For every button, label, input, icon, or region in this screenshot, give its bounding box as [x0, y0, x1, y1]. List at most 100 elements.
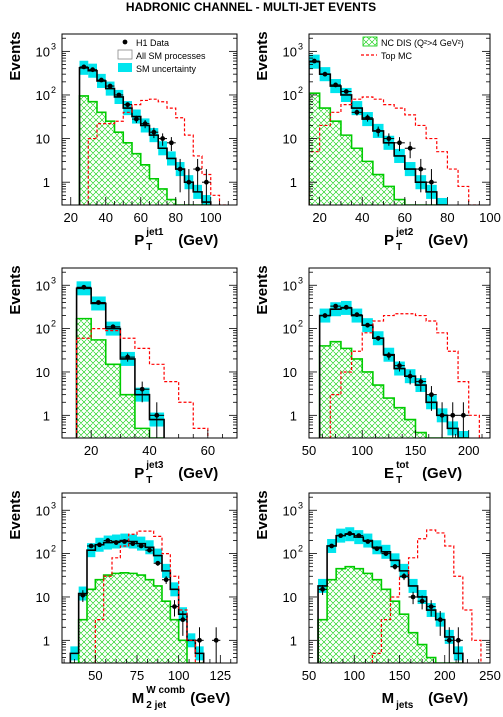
x-tick-label: 60	[201, 443, 215, 458]
x-axis-label-main: E	[384, 465, 394, 482]
data-point	[139, 386, 145, 392]
y-tick-label: 1	[290, 408, 297, 423]
data-point	[356, 533, 362, 539]
x-tick-label: 150	[405, 443, 427, 458]
y-tick-label-exponent: 3	[51, 500, 56, 510]
y-tick-label: 10	[283, 322, 297, 337]
data-point	[116, 92, 122, 98]
data-point	[428, 604, 434, 609]
y-tick-label-exponent: 3	[51, 41, 56, 51]
y-tick-label: 10	[283, 132, 297, 147]
nc-dis-line	[75, 317, 165, 438]
nc-dis-fill	[309, 93, 448, 205]
data-point	[386, 136, 392, 141]
legend-label-nc: NC DIS (Q²>4 GeV²)	[381, 38, 464, 48]
y-axis-label: Events	[7, 490, 24, 539]
legend-label-sm: All SM processes	[136, 51, 206, 61]
data-point	[343, 304, 349, 310]
data-point	[113, 540, 119, 545]
data-point	[168, 140, 174, 146]
y-tick-label-exponent: 3	[298, 500, 303, 510]
data-point	[172, 604, 177, 609]
y-tick-label: 10	[283, 44, 297, 59]
data-point	[338, 533, 344, 539]
x-tick-label: 60	[134, 210, 148, 225]
data-point	[450, 412, 456, 418]
x-axis-label-subscript: jets	[395, 700, 414, 711]
x-axis-label-superscript: jet1	[145, 227, 164, 238]
data-point	[322, 71, 328, 77]
y-tick-label: 10	[36, 278, 50, 293]
plot-area	[317, 527, 482, 663]
sm-uncertainty-bin	[436, 197, 448, 205]
data-point	[122, 539, 127, 544]
data-point	[407, 373, 413, 379]
data-point	[163, 577, 169, 583]
y-tick-label: 1	[43, 633, 50, 648]
data-point	[96, 300, 101, 305]
data-point	[365, 539, 371, 544]
x-tick-label: 150	[389, 668, 411, 683]
x-tick-label: 200	[458, 443, 480, 458]
x-tick-label: 50	[302, 443, 316, 458]
x-axis-label-unit: (GeV)	[428, 690, 468, 707]
x-tick-label: 80	[169, 210, 183, 225]
data-point	[160, 136, 166, 141]
y-tick-label: 10	[36, 590, 50, 605]
legend-label-data: H1 Data	[136, 38, 169, 48]
data-point	[142, 121, 148, 127]
y-tick-label: 1	[290, 175, 297, 190]
x-tick-label: 20	[64, 210, 78, 225]
data-point	[365, 115, 370, 121]
data-point	[213, 637, 219, 643]
x-tick-label: 100	[168, 668, 190, 683]
data-point	[177, 166, 183, 172]
x-axis-label-subscript: T	[396, 475, 402, 486]
data-point	[320, 586, 325, 592]
x-tick-label: 20	[84, 443, 98, 458]
data-point	[105, 538, 111, 543]
data-point	[138, 543, 144, 549]
legend-data-marker	[122, 39, 128, 45]
x-axis-label-subscript: T	[146, 242, 152, 253]
data-point	[125, 102, 131, 108]
data-point	[418, 166, 424, 172]
y-tick-label: 10	[36, 547, 50, 562]
data-point	[98, 77, 104, 83]
x-axis-label-unit: (GeV)	[422, 465, 462, 482]
y-tick-label-exponent: 2	[51, 319, 56, 329]
x-tick-label: 100	[479, 210, 501, 225]
top-mc-line	[319, 313, 480, 438]
plot-area	[69, 530, 221, 663]
y-tick-label-exponent: 3	[51, 275, 56, 285]
data-point	[154, 412, 160, 418]
x-tick-label: 80	[440, 210, 454, 225]
y-tick-label: 10	[283, 88, 297, 103]
y-tick-label-exponent: 2	[298, 85, 303, 95]
y-axis-label: Events	[254, 31, 271, 80]
x-tick-label: 50	[88, 668, 102, 683]
data-point	[311, 58, 317, 64]
plot-frame	[308, 267, 491, 439]
legend-right: NC DIS (Q²>4 GeV²) Top MC	[361, 36, 464, 61]
y-axis-label: Events	[7, 31, 24, 80]
nc-dis-line	[317, 565, 463, 663]
data-point	[110, 324, 116, 330]
data-point	[455, 637, 461, 643]
top-mc-line	[94, 530, 204, 663]
legend-left: H1 Data All SM processes SM uncertainty	[117, 38, 206, 74]
x-tick-label: 40	[142, 443, 156, 458]
y-tick-label-exponent: 2	[298, 544, 303, 554]
y-tick-label-exponent: 2	[298, 319, 303, 329]
nc-dis-line	[318, 340, 469, 438]
data-point	[80, 592, 86, 598]
data-point	[386, 353, 392, 358]
x-tick-label: 75	[130, 668, 144, 683]
data-point	[392, 564, 398, 570]
data-point	[203, 179, 209, 185]
y-tick-label: 10	[36, 503, 50, 518]
data-point	[429, 392, 434, 398]
data-point	[365, 322, 370, 328]
